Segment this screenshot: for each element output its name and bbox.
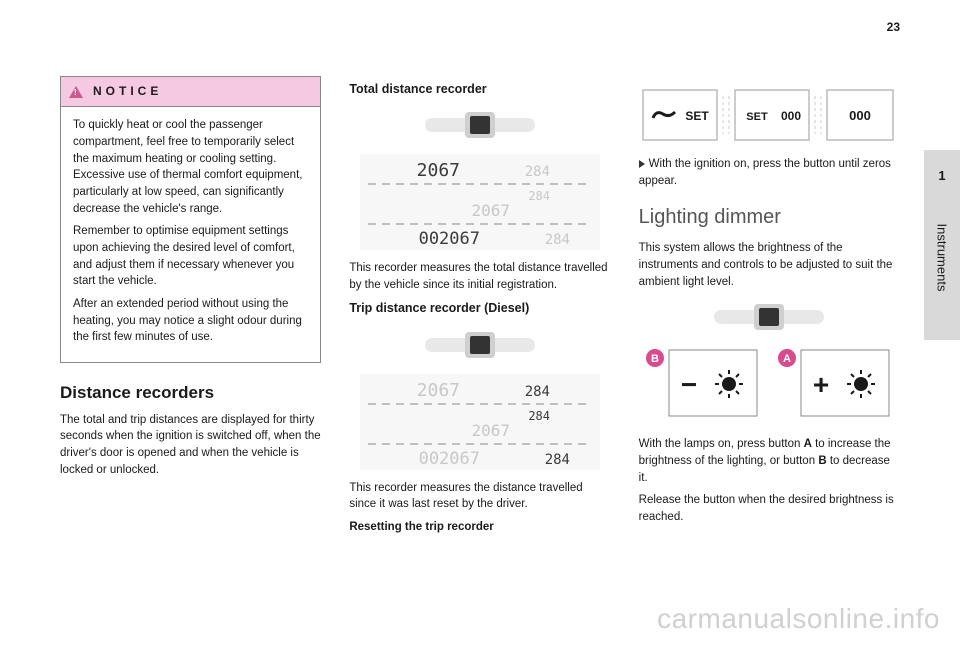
notice-box: NOTICE To quickly heat or cool the passe… bbox=[60, 76, 321, 363]
svg-text:284: 284 bbox=[525, 384, 550, 400]
svg-text:B: B bbox=[651, 353, 659, 365]
lighting-dimmer-heading: Lighting dimmer bbox=[639, 203, 900, 232]
odometer-trip-figure: 2067 284 284 2067 002067 284 bbox=[349, 374, 610, 470]
stalk-icon bbox=[714, 298, 824, 336]
svg-text:SET: SET bbox=[747, 111, 769, 123]
svg-text:284: 284 bbox=[528, 409, 550, 423]
column-3: SET SET 000 000 With the ignition on, pr… bbox=[639, 76, 900, 542]
stalk-figure-2 bbox=[349, 326, 610, 364]
svg-text:−: − bbox=[681, 369, 697, 400]
total-recorder-heading: Total distance recorder bbox=[349, 80, 610, 98]
svg-text:002067: 002067 bbox=[419, 449, 480, 469]
page-content: NOTICE To quickly heat or cool the passe… bbox=[60, 76, 900, 542]
dimmer-buttons-figure: B A − + bbox=[639, 346, 900, 426]
tab-label: Instruments bbox=[935, 224, 950, 292]
dimmer-stalk-figure bbox=[639, 298, 900, 336]
odometer-trip-display: 2067 284 284 2067 002067 284 bbox=[360, 374, 600, 470]
reset-trip-heading: Resetting the trip recorder bbox=[349, 519, 610, 536]
distance-recorders-heading: Distance recorders bbox=[60, 381, 321, 406]
tab-number: 1 bbox=[924, 168, 960, 183]
odometer-display: 2067 284 284 2067 002067 284 bbox=[360, 154, 600, 250]
watermark: carmanualsonline.info bbox=[657, 603, 940, 635]
lighting-dimmer-text: This system allows the brightness of the… bbox=[639, 240, 900, 290]
notice-body: To quickly heat or cool the passenger co… bbox=[61, 107, 320, 362]
svg-text:284: 284 bbox=[525, 164, 550, 180]
svg-text:284: 284 bbox=[545, 452, 570, 468]
svg-text:000: 000 bbox=[781, 109, 801, 123]
svg-text:2067: 2067 bbox=[417, 160, 460, 181]
trip-recorder-text: This recorder measures the distance trav… bbox=[349, 480, 610, 513]
reset-instruction: With the ignition on, press the button u… bbox=[639, 156, 900, 189]
notice-paragraph: To quickly heat or cool the passenger co… bbox=[73, 117, 308, 217]
svg-text:002067: 002067 bbox=[419, 229, 480, 249]
sun-icon bbox=[854, 377, 868, 391]
set-buttons-figure: SET SET 000 000 bbox=[639, 84, 900, 146]
odometer-total-figure: 2067 284 284 2067 002067 284 bbox=[349, 154, 610, 250]
notice-title: NOTICE bbox=[93, 83, 162, 100]
svg-text:284: 284 bbox=[528, 189, 550, 203]
svg-text:000: 000 bbox=[849, 108, 871, 123]
svg-text:2067: 2067 bbox=[471, 421, 510, 440]
total-recorder-text: This recorder measures the total distanc… bbox=[349, 260, 610, 293]
dimmer-usage-text: With the lamps on, press button A to inc… bbox=[639, 436, 900, 486]
notice-paragraph: Remember to optimise equipment settings … bbox=[73, 223, 308, 290]
page-number: 23 bbox=[887, 20, 900, 34]
column-1: NOTICE To quickly heat or cool the passe… bbox=[60, 76, 321, 542]
dimmer-release-text: Release the button when the desired brig… bbox=[639, 492, 900, 525]
section-tab: 1 Instruments bbox=[924, 150, 960, 340]
bullet-triangle-icon bbox=[639, 160, 645, 168]
svg-text:2067: 2067 bbox=[471, 201, 510, 220]
stalk-icon bbox=[425, 106, 535, 144]
stalk-figure bbox=[349, 106, 610, 144]
svg-text:+: + bbox=[813, 369, 829, 400]
trip-recorder-heading: Trip distance recorder (Diesel) bbox=[349, 299, 610, 317]
notice-header: NOTICE bbox=[61, 77, 320, 107]
warning-triangle-icon bbox=[69, 86, 83, 98]
distance-recorders-text: The total and trip distances are display… bbox=[60, 412, 321, 479]
svg-text:2067: 2067 bbox=[417, 380, 460, 401]
stalk-icon bbox=[425, 326, 535, 364]
set-buttons: SET SET 000 000 bbox=[639, 84, 899, 146]
dimmer-buttons: B A − + bbox=[639, 346, 899, 426]
svg-text:SET: SET bbox=[686, 109, 710, 123]
notice-paragraph: After an extended period without using t… bbox=[73, 296, 308, 346]
column-2: Total distance recorder 2067 284 284 206… bbox=[349, 76, 610, 542]
svg-text:284: 284 bbox=[545, 232, 570, 248]
sun-icon bbox=[722, 377, 736, 391]
svg-text:A: A bbox=[783, 353, 791, 365]
